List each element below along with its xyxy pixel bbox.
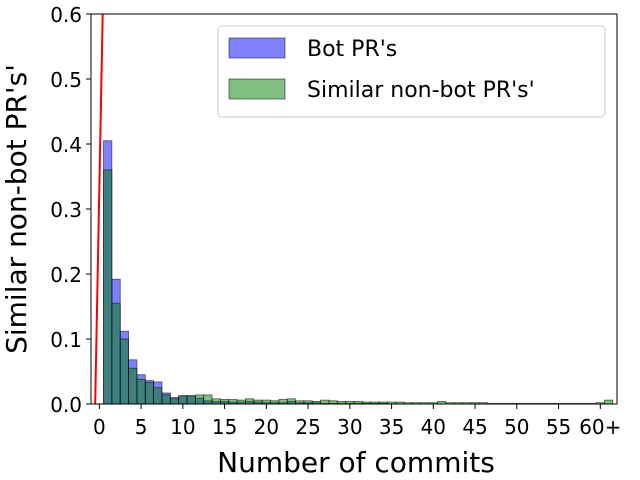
x-tick-label: 10: [170, 415, 195, 439]
series-2: [103, 169, 614, 405]
legend-label: Similar non-bot PR's': [307, 78, 535, 103]
x-tick-label: 20: [254, 415, 279, 439]
bar: [144, 382, 155, 405]
bar: [111, 302, 121, 405]
bar: [103, 169, 113, 405]
y-tick-label: 0.3: [50, 198, 82, 222]
x-tick-label: 5: [135, 415, 148, 439]
y-tick-label: 0.6: [50, 3, 82, 27]
x-axis-title: Number of commits: [217, 446, 495, 479]
x-tick-label: 0: [93, 415, 106, 439]
bar: [253, 399, 263, 405]
bar: [178, 395, 188, 405]
y-tick-label: 0.5: [50, 68, 82, 92]
bar: [228, 399, 238, 405]
bar: [186, 395, 196, 405]
bar: [153, 387, 163, 405]
x-tick-label: 40: [421, 415, 446, 439]
legend-swatch: [228, 78, 286, 100]
bar: [320, 399, 330, 405]
bar: [161, 394, 171, 405]
bar: [136, 378, 146, 405]
x-tick-label: 60+: [579, 415, 621, 439]
legend-swatch: [228, 37, 286, 59]
bar: [236, 399, 246, 405]
bar: [194, 394, 205, 405]
series-1: [103, 140, 388, 405]
y-tick-label: 0.1: [50, 328, 82, 352]
bar: [169, 398, 180, 405]
bars-layer: [103, 140, 614, 405]
x-tick-label: 50: [504, 415, 529, 439]
bar: [261, 399, 271, 405]
bar: [286, 398, 296, 405]
x-tick-label: 35: [379, 415, 404, 439]
legend-box: [217, 25, 606, 118]
y-tick-label: 0.0: [50, 393, 82, 417]
reference-line: [94, 13, 104, 405]
reference-line-layer: [94, 13, 104, 405]
ticks-layer: 0 5 10 15 20 25 30 35 40 45 50 55 60+ 0.0 0.1 0.2 0.3 0.4…: [50, 3, 621, 439]
bar: [119, 338, 129, 405]
x-tick-label: 45: [462, 415, 487, 439]
y-axis-title: Similar non-bot PR's': [0, 64, 33, 354]
y-tick-label: 0.4: [50, 133, 82, 157]
x-tick-label: 55: [546, 415, 571, 439]
x-tick-label: 15: [212, 415, 237, 439]
bar: [220, 399, 230, 405]
legend: Bot PR's Similar non-bot PR's': [217, 25, 606, 118]
bar: [604, 399, 614, 405]
x-tick-label: 30: [337, 415, 362, 439]
bar: [211, 398, 221, 405]
bar: [245, 398, 255, 405]
bar: [128, 367, 138, 405]
bar: [203, 394, 213, 405]
y-tick-label: 0.2: [50, 263, 82, 287]
legend-label: Bot PR's: [307, 37, 397, 62]
bar: [278, 399, 288, 405]
x-tick-label: 25: [295, 415, 320, 439]
